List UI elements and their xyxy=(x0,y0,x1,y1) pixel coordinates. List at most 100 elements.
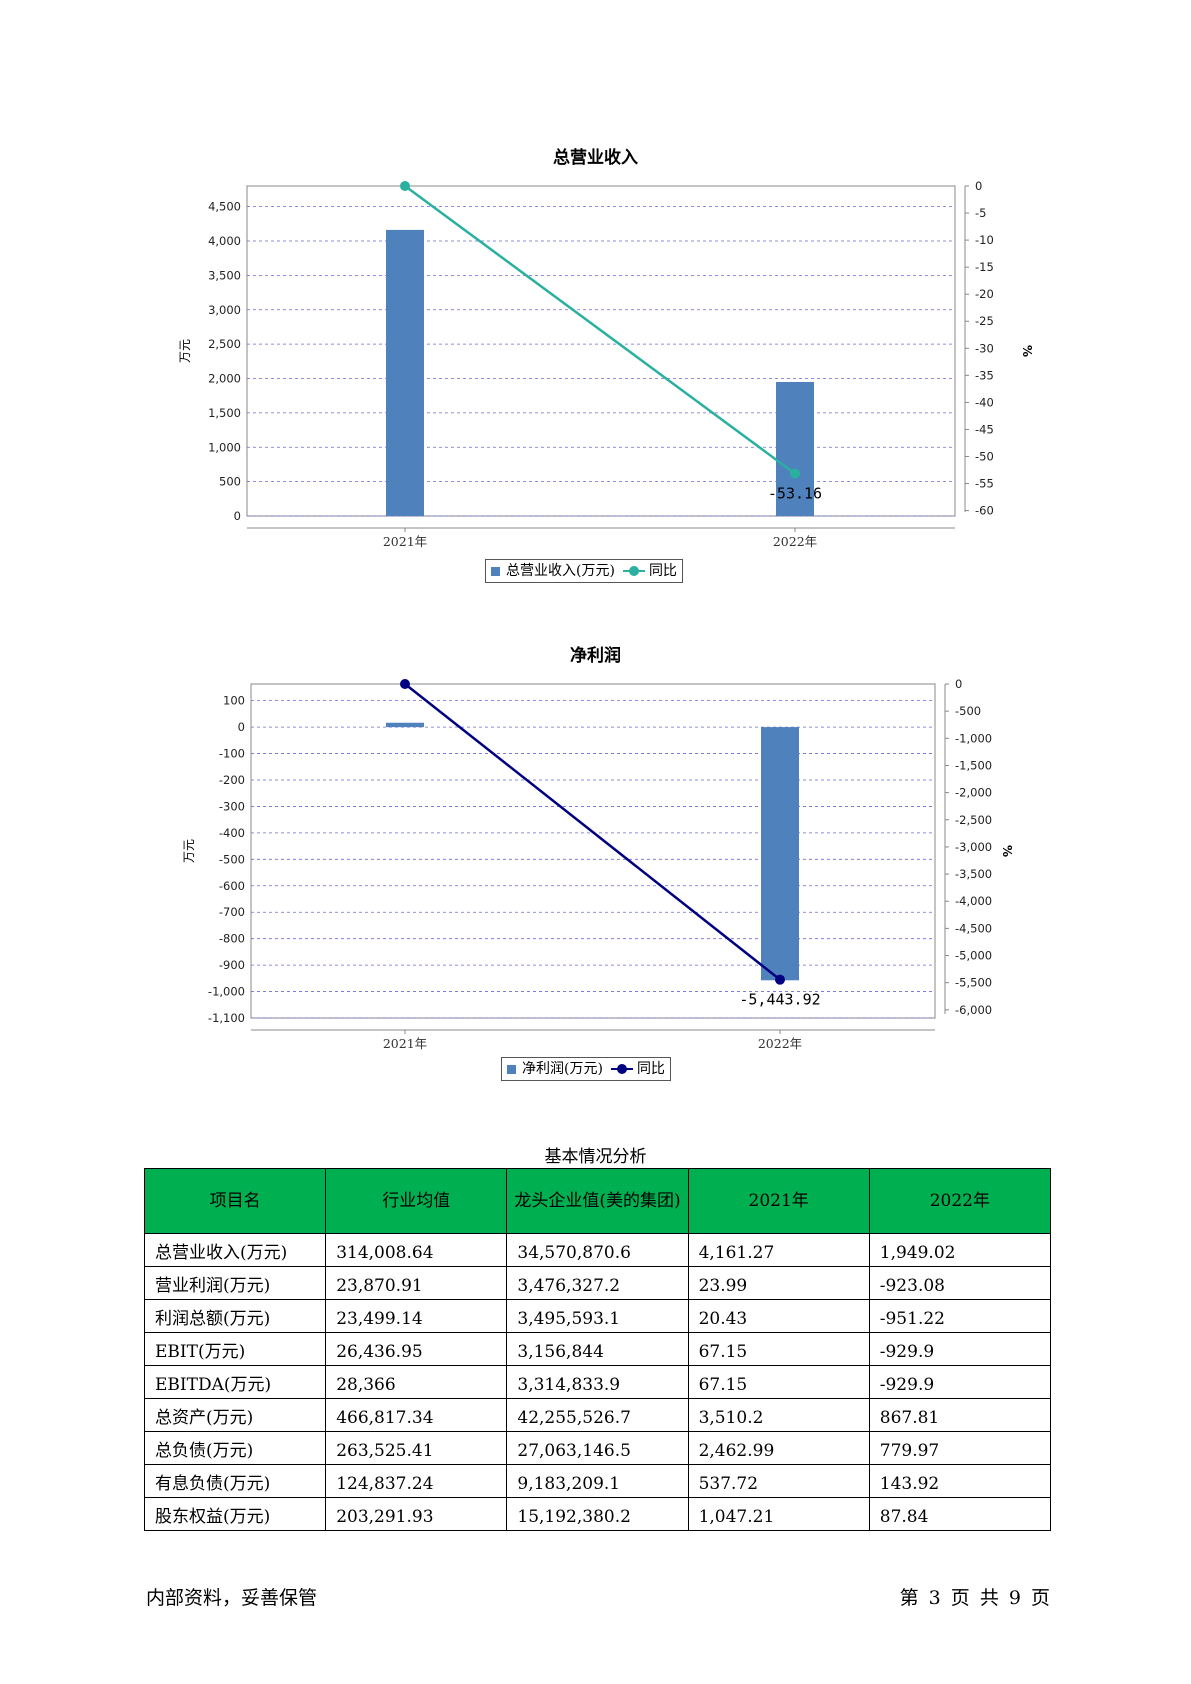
table-cell: 26,436.95 xyxy=(325,1332,508,1366)
revenue-chart: 0 500 1,000 1,500 2,000 2,500 3,000 3,500 4,000 4… xyxy=(178,179,1034,549)
header-cell: 行业均值 xyxy=(325,1168,508,1234)
header-cell: 龙头企业值(美的集团) xyxy=(506,1168,689,1234)
y-tick-label: -700 xyxy=(219,905,245,919)
y2-tick-label: -55 xyxy=(975,477,994,491)
y2-tick-label: 0 xyxy=(975,179,982,193)
x-tick-label: 2021年 xyxy=(383,534,427,549)
table-caption: 基本情况分析 xyxy=(544,1147,647,1167)
data-label: -5,443.92 xyxy=(739,991,820,1009)
y-tick-label: 500 xyxy=(219,475,241,489)
legend-line-label: 同比 xyxy=(636,1061,665,1077)
yoy-point xyxy=(790,468,800,479)
y2-tick-label: -30 xyxy=(975,341,994,355)
y-tick-label: -400 xyxy=(219,826,245,840)
table-cell: 股东权益(万元) xyxy=(143,1497,327,1531)
table-cell: 124,837.24 xyxy=(325,1464,508,1498)
yoy-point xyxy=(400,679,410,689)
y-tick-label: 0 xyxy=(238,720,245,734)
table-cell: 利润总额(万元) xyxy=(143,1299,327,1333)
y2-tick-label: -20 xyxy=(975,287,994,301)
bar-swatch xyxy=(491,566,500,576)
y-tick-label: -500 xyxy=(219,852,245,866)
table-cell: 42,255,526.7 xyxy=(506,1398,689,1432)
y2-tick-label: -1,000 xyxy=(955,731,992,745)
table-cell: EBITDA(万元) xyxy=(143,1365,327,1399)
y-tick-label: 2,500 xyxy=(208,337,241,351)
y2-tick-label: -60 xyxy=(975,504,994,518)
table-cell: 总资产(万元) xyxy=(143,1398,327,1432)
table-cell: 3,314,833.9 xyxy=(506,1365,689,1399)
line-swatch xyxy=(610,1064,633,1074)
y2-tick-label: -45 xyxy=(975,422,994,436)
table-cell: -923.08 xyxy=(868,1266,1051,1300)
table-cell: 营业利润(万元) xyxy=(143,1266,327,1300)
y2-tick-label: -4,500 xyxy=(955,921,992,935)
yoy-line xyxy=(404,683,781,981)
y2-tick-label: -5,000 xyxy=(955,949,992,963)
y-axis-label: 万元 xyxy=(178,339,192,363)
table-row: EBIT(万元) 26,436.95 3,156,844 67.15 -929.9 xyxy=(143,1332,1051,1366)
footer-page-number: 第 3 页 共 9 页 xyxy=(899,1587,1050,1609)
x-tick-label: 2021年 xyxy=(383,1036,427,1051)
legend-bar-label: 净利润(万元) xyxy=(522,1061,603,1077)
table-cell: 87.84 xyxy=(868,1497,1051,1531)
table-row: EBITDA(万元) 28,366 3,314,833.9 67.15 -929.9 xyxy=(143,1365,1051,1399)
y2-tick-label: -35 xyxy=(975,368,994,382)
table-header-row: 项目名 行业均值 龙头企业值(美的集团) 2021年 2022年 xyxy=(143,1168,1051,1234)
data-label: -53.16 xyxy=(768,485,822,503)
y2-tick-label: -2,000 xyxy=(955,786,992,800)
table-cell: 3,510.2 xyxy=(687,1398,870,1432)
y-tick-label: 1,000 xyxy=(208,440,241,454)
y2-tick-label: -10 xyxy=(975,233,994,247)
y-tick-label: -100 xyxy=(219,747,245,761)
table-row: 总负债(万元) 263,525.41 27,063,146.5 2,462.99 779… xyxy=(143,1431,1051,1465)
y-tick-label: 3,500 xyxy=(208,268,241,282)
table-cell: -951.22 xyxy=(868,1299,1051,1333)
y2-tick-label: -50 xyxy=(975,449,994,463)
table-row: 股东权益(万元) 203,291.93 15,192,380.2 1,047.21 87… xyxy=(143,1497,1051,1531)
y2-tick-label: -2,500 xyxy=(955,813,992,827)
y2-tick-label: -5 xyxy=(975,206,986,220)
table-row: 营业利润(万元) 23,870.91 3,476,327.2 23.99 -923.08 xyxy=(143,1266,1051,1300)
y-tick-label: -900 xyxy=(219,958,245,972)
table-cell: 67.15 xyxy=(687,1365,870,1399)
y2-tick-label: -3,500 xyxy=(955,867,992,881)
y2-axis-label: % xyxy=(1000,845,1014,857)
table-cell: 203,291.93 xyxy=(325,1497,508,1531)
table-cell: 23,499.14 xyxy=(325,1299,508,1333)
table-cell: 15,192,380.2 xyxy=(506,1497,689,1531)
bar xyxy=(761,727,799,981)
header-cell: 项目名 xyxy=(143,1168,327,1234)
bar-swatch xyxy=(507,1064,516,1074)
net-profit-chart: 100 0 -100 -200 -300 -400 -500 -600 -700 -800 -900… xyxy=(182,677,1014,1051)
y-tick-label: 4,000 xyxy=(208,234,241,248)
footer-confidential: 内部资料，妥善保管 xyxy=(146,1587,318,1609)
table-cell: 779.97 xyxy=(868,1431,1051,1465)
line-swatch xyxy=(622,566,645,576)
y2-tick-label: -500 xyxy=(955,704,981,718)
x-tick-label: 2022年 xyxy=(773,534,817,549)
table-cell: 28,366 xyxy=(325,1365,508,1399)
y-tick-label: -200 xyxy=(219,773,245,787)
bar xyxy=(776,382,814,516)
y2-tick-label: -6,000 xyxy=(955,1003,992,1017)
net-profit-legend: 净利润(万元) 同比 xyxy=(501,1057,671,1081)
yoy-point xyxy=(400,181,410,191)
y-axis-label: 万元 xyxy=(182,839,196,863)
yoy-point xyxy=(775,974,785,985)
y-tick-label: 100 xyxy=(223,694,245,708)
y2-tick-label: -5,500 xyxy=(955,976,992,990)
y-tick-label: -800 xyxy=(219,932,245,946)
table-cell: EBIT(万元) xyxy=(143,1332,327,1366)
plot-area xyxy=(250,683,936,1019)
table-cell: 1,047.21 xyxy=(687,1497,870,1531)
table-cell: 263,525.41 xyxy=(325,1431,508,1465)
x-tick-label: 2022年 xyxy=(758,1036,802,1051)
y2-tick-label: -15 xyxy=(975,260,994,274)
y-tick-label: 1,500 xyxy=(208,406,241,420)
y2-tick-label: -4,000 xyxy=(955,894,992,908)
table-cell: 537.72 xyxy=(687,1464,870,1498)
bar xyxy=(386,229,424,516)
table-cell: 27,063,146.5 xyxy=(506,1431,689,1465)
table-cell: 9,183,209.1 xyxy=(506,1464,689,1498)
